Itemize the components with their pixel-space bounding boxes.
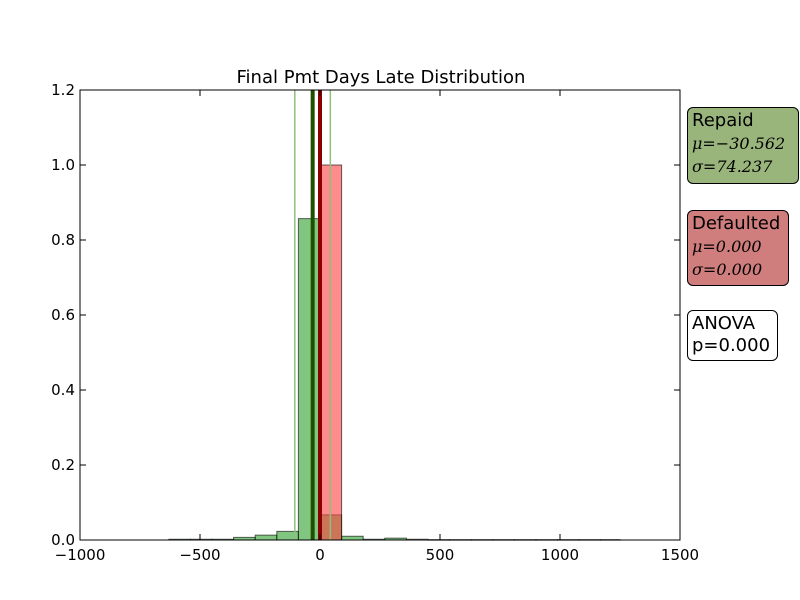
defaulted-std: σ=0.000 bbox=[692, 260, 763, 279]
chart-title: Final Pmt Days Late Distribution bbox=[237, 67, 526, 88]
x-tick-label-0: −1000 bbox=[55, 546, 106, 564]
y-tick-label-4: 0.8 bbox=[51, 231, 75, 249]
y-tick-label-5: 1.0 bbox=[51, 156, 75, 174]
repaid-std: σ=74.237 bbox=[692, 157, 773, 176]
y-tick-label-1: 0.2 bbox=[51, 456, 75, 474]
axis-ticks: −1000 −500 0 500 1000 1500 0.0 0.2 0.4 0.6 0.8 1.0 1… bbox=[51, 81, 699, 564]
defaulted-stats-box: Defaulted μ=0.000 σ=0.000 bbox=[687, 210, 789, 286]
bars-layer bbox=[168, 164, 621, 541]
x-tick-label-4: 1000 bbox=[541, 546, 579, 564]
x-tick-label-3: 500 bbox=[426, 546, 455, 564]
x-tick-label-1: −500 bbox=[179, 546, 220, 564]
mean-std-lines bbox=[294, 90, 332, 540]
y-tick-label-2: 0.4 bbox=[51, 381, 75, 399]
defaulted-mean: μ=0.000 bbox=[692, 237, 762, 256]
x-tick-label-5: 1500 bbox=[661, 546, 699, 564]
x-tick-label-2: 0 bbox=[315, 546, 325, 564]
repaid-bar-4 bbox=[254, 534, 278, 541]
y-tick-label-6: 1.2 bbox=[51, 81, 75, 99]
repaid-bar-8 bbox=[341, 535, 364, 541]
repaid-mean: μ=−30.562 bbox=[692, 134, 786, 153]
anova-box: ANOVA p=0.000 bbox=[687, 310, 778, 361]
repaid-bar-6 bbox=[297, 218, 321, 541]
plot-frame bbox=[79, 89, 681, 541]
repaid-stats-box: Repaid μ=−30.562 σ=74.237 bbox=[687, 107, 799, 184]
repaid-label: Repaid bbox=[692, 110, 754, 131]
y-tick-label-0: 0.0 bbox=[51, 531, 75, 549]
anova-pvalue: p=0.000 bbox=[692, 335, 771, 356]
defaulted-label: Defaulted bbox=[692, 213, 781, 234]
y-tick-label-3: 0.6 bbox=[51, 306, 75, 324]
anova-label: ANOVA bbox=[692, 313, 756, 334]
